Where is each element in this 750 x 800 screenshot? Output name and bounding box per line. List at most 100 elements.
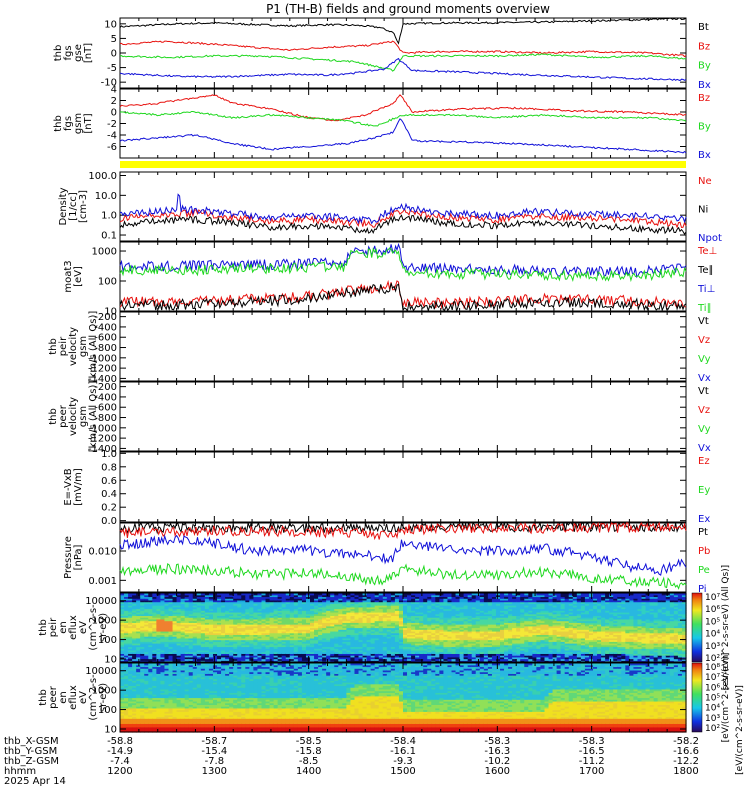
spectrogram-cell: [500, 641, 505, 644]
spectrogram-cell: [261, 653, 267, 656]
spectrogram-cell: [120, 653, 125, 656]
spectrogram-cell: [419, 625, 424, 629]
spectrogram-cell: [532, 653, 538, 656]
spectrogram-cell: [435, 605, 440, 608]
spectrogram-cell: [520, 618, 525, 622]
spectrogram-cell: [342, 649, 347, 653]
spectrogram-cell: [334, 627, 339, 630]
spectrogram-cell: [196, 605, 202, 608]
spectrogram-cell: [168, 610, 174, 613]
spectrogram-cell: [176, 599, 182, 603]
spectrogram-cell: [495, 613, 501, 617]
spectrogram-cell: [354, 606, 360, 610]
spectrogram-cell: [176, 632, 182, 635]
spectrogram-cell: [354, 613, 360, 617]
spectrogram-cell: [495, 596, 501, 599]
spectrogram-cell: [249, 617, 255, 620]
spectrogram-cell: [237, 617, 242, 620]
spectrogram-cell: [124, 644, 129, 648]
spectrogram-cell: [297, 593, 303, 596]
spectrogram-cell: [310, 639, 315, 642]
spectrogram-cell: [245, 599, 250, 603]
spectrogram-cell: [479, 648, 485, 651]
spectrogram-cell: [188, 630, 194, 634]
spectrogram-cell: [217, 610, 222, 613]
spectrogram-cell: [253, 648, 259, 651]
spectrogram-cell: [164, 610, 170, 613]
spectrogram-cell: [358, 658, 364, 661]
spectrogram-cell: [196, 629, 202, 632]
spectrogram-cell: [132, 598, 137, 601]
spectrogram-cell: [479, 601, 485, 604]
spectrogram-cell: [305, 620, 311, 623]
spectrogram-cell: [471, 613, 477, 617]
spectrogram-cell: [273, 593, 279, 596]
spectrogram-cell: [241, 658, 246, 661]
spectrogram-cell: [160, 610, 166, 613]
spectrogram-cell: [229, 634, 234, 637]
spectrogram-cell: [301, 606, 307, 610]
spectrogram-cell: [164, 611, 170, 615]
spectrogram-cell: [192, 622, 198, 625]
spectrogram-cell: [548, 655, 554, 658]
spectrogram-cell: [459, 624, 465, 627]
spectrogram-cell: [475, 620, 481, 623]
spectrogram-cell: [237, 627, 242, 630]
spectrogram-cell: [249, 637, 255, 641]
spectrogram-cell: [188, 658, 194, 661]
spectrogram-cell: [204, 646, 210, 649]
spectrogram-cell: [528, 627, 533, 630]
spectrogram-cell: [160, 641, 166, 644]
spectrogram-cell: [338, 613, 343, 617]
spectrogram-cell: [378, 644, 384, 648]
spectrogram-cell: [237, 636, 242, 639]
spectrogram-cell: [314, 598, 319, 601]
spectrogram-cell: [382, 651, 388, 654]
spectrogram-cell: [176, 651, 182, 654]
spectrogram-cell: [156, 656, 162, 660]
spectrogram-cell: [132, 622, 137, 625]
spectrogram-cell: [245, 615, 250, 618]
spectrogram-cell: [225, 599, 230, 603]
spectrogram-cell: [233, 627, 238, 630]
spectrogram-cell: [520, 655, 525, 658]
spectrogram-cell: [471, 641, 477, 644]
spectrogram-cell: [212, 651, 218, 654]
spectrogram-cell: [124, 598, 129, 601]
spectrogram-cell: [374, 630, 380, 634]
spectrogram-cell: [398, 596, 404, 599]
spectrogram-cell: [374, 658, 380, 661]
spectrogram-cell: [144, 615, 149, 618]
spectrogram-cell: [495, 599, 501, 603]
spectrogram-cell: [524, 606, 529, 610]
spectrogram-cell: [528, 649, 533, 653]
spectrogram-cell: [435, 653, 440, 656]
spectrogram-cell: [297, 605, 303, 608]
spectrogram-cell: [403, 656, 408, 660]
spectrogram-cell: [524, 644, 529, 648]
spectrogram-cell: [390, 646, 396, 649]
spectrogram-cell: [459, 606, 465, 610]
spectrogram-cell: [172, 653, 178, 656]
spectrogram-cell: [261, 629, 267, 632]
spectrogram-cell: [334, 634, 339, 637]
spectrogram-cell: [285, 634, 291, 637]
spectrogram-cell: [128, 617, 133, 620]
spectrogram-cell: [233, 611, 238, 615]
spectrogram-cell: [390, 605, 396, 608]
spectrogram-cell: [156, 601, 162, 604]
spectrogram-cell: [310, 625, 315, 629]
spectrogram-cell: [419, 648, 424, 651]
spectrogram-cell: [188, 649, 194, 653]
spectrogram-cell: [310, 634, 315, 637]
spectrogram-cell: [261, 655, 267, 658]
y-axis-label: gsm: [78, 336, 89, 357]
spectrogram-cell: [192, 598, 198, 601]
spectrogram-cell: [394, 601, 400, 604]
spectrogram-cell: [455, 627, 461, 630]
spectrogram-cell: [524, 643, 529, 646]
spectrogram-cell: [419, 613, 424, 617]
spectrogram-cell: [398, 655, 404, 658]
spectrogram-cell: [285, 651, 291, 654]
spectrogram-cell: [192, 596, 198, 599]
